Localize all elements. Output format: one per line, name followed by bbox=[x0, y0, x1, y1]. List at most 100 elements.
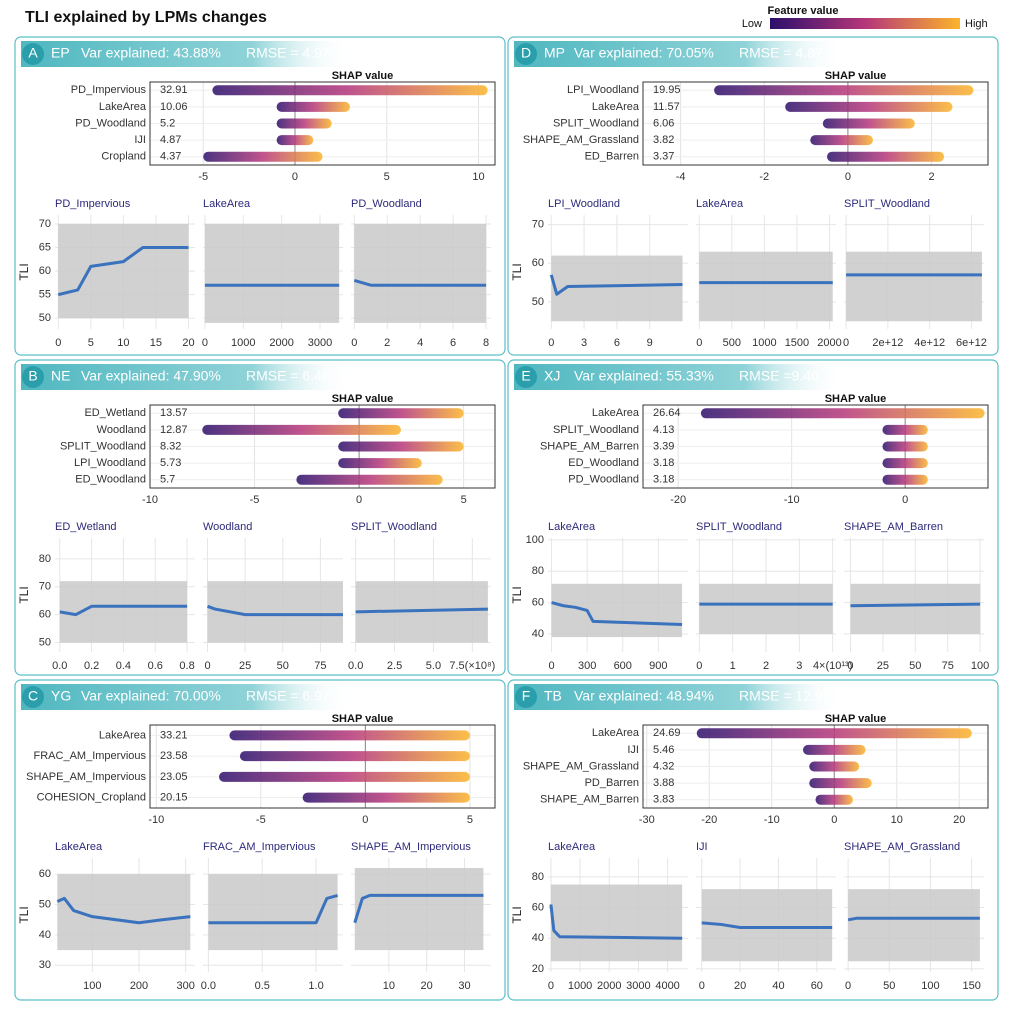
x-tick-label: 30 bbox=[458, 980, 470, 992]
feature-name: FRAC_AM_Impervious bbox=[34, 750, 147, 762]
shap-title: SHAP value bbox=[825, 70, 887, 82]
mean-curve bbox=[206, 604, 343, 617]
shap-tick-label: -5 bbox=[250, 494, 260, 506]
panel-letter: B bbox=[28, 368, 37, 384]
x-tick-label: 0.0 bbox=[52, 660, 67, 672]
x-tick-label: 3 bbox=[581, 337, 587, 349]
shap-range bbox=[202, 424, 401, 435]
shap-tick-label: 10 bbox=[472, 171, 484, 183]
feature-name: SHAPE_AM_Grassland bbox=[523, 760, 639, 772]
shap-tick-label: -20 bbox=[670, 494, 686, 506]
x-tick-label: 0 bbox=[202, 337, 208, 349]
feature-name: LakeArea bbox=[592, 727, 640, 739]
shap-tick-label: 5 bbox=[384, 171, 390, 183]
ice-band bbox=[848, 889, 980, 962]
x-tick-label: 4 bbox=[417, 337, 423, 349]
shap-tick-label: 0 bbox=[292, 171, 298, 183]
x-tick-label: 0 bbox=[699, 980, 705, 992]
var-explained: Var explained: 55.33% bbox=[574, 368, 714, 384]
ice-band bbox=[699, 583, 833, 634]
x-tick-label: 5.0 bbox=[426, 660, 441, 672]
x-tick-label: 5 bbox=[88, 337, 94, 349]
shap-range bbox=[882, 424, 928, 435]
x-tick-label: 0.8 bbox=[179, 660, 194, 672]
shap-range bbox=[803, 744, 866, 755]
y-tick-label: 60 bbox=[39, 868, 51, 880]
x-tick-label: 4000 bbox=[655, 980, 679, 992]
x-tick-label: 8 bbox=[483, 337, 489, 349]
y-axis-label: TLI bbox=[17, 586, 31, 603]
x-tick-label: 0 bbox=[845, 980, 851, 992]
var-explained: Var explained: 70.05% bbox=[574, 45, 714, 61]
x-tick-label: 3 bbox=[796, 660, 802, 672]
x-tick-label: 0.2 bbox=[84, 660, 99, 672]
x-tick-label: 3000 bbox=[308, 337, 332, 349]
x-tick-label: 9 bbox=[647, 337, 653, 349]
panel-header bbox=[514, 41, 844, 67]
var-explained: Var explained: 47.90% bbox=[81, 368, 221, 384]
x-tick-label: 100 bbox=[921, 980, 939, 992]
rmse: RMSE = 6.97 bbox=[246, 688, 330, 704]
panel-border bbox=[507, 359, 999, 676]
shap-range bbox=[809, 761, 860, 772]
shap-tick-label: 0 bbox=[902, 494, 908, 506]
ice-band bbox=[551, 255, 683, 322]
shap-tick-label: -10 bbox=[142, 494, 158, 506]
ice-band bbox=[551, 583, 683, 638]
feature-importance: 4.32 bbox=[653, 760, 674, 772]
shap-tick-label: -5 bbox=[256, 814, 266, 826]
shap-range bbox=[276, 135, 314, 146]
mean-curve bbox=[549, 274, 683, 296]
plot-title: SHAPE_AM_Barren bbox=[844, 521, 943, 533]
region: EP bbox=[51, 45, 70, 61]
y-tick-label: 50 bbox=[39, 636, 51, 648]
x-tick-label: 900 bbox=[649, 660, 667, 672]
y-tick-label: 50 bbox=[532, 296, 544, 308]
shap-range bbox=[338, 458, 422, 469]
mean-curve bbox=[551, 601, 683, 627]
y-tick-label: 50 bbox=[39, 312, 51, 324]
feature-name: LPI_Woodland bbox=[74, 457, 146, 469]
x-tick-label: 2000 bbox=[817, 337, 841, 349]
shap-tick-label: 20 bbox=[953, 814, 965, 826]
feature-importance: 19.95 bbox=[653, 84, 681, 96]
x-tick-label: 150 bbox=[962, 980, 980, 992]
plot-title: LakeArea bbox=[548, 841, 596, 853]
ice-band bbox=[850, 583, 981, 634]
shap-range bbox=[239, 751, 470, 762]
mean-curve bbox=[353, 893, 484, 924]
region: MP bbox=[544, 45, 565, 61]
y-tick-label: 80 bbox=[532, 565, 544, 577]
x-tick-label: 75 bbox=[314, 660, 326, 672]
x-tick-label: 0 bbox=[696, 660, 702, 672]
shap-tick-label: -10 bbox=[784, 494, 800, 506]
plot-title: SPLIT_Woodland bbox=[844, 198, 930, 210]
x-tick-label: 0 bbox=[55, 337, 61, 349]
rmse: RMSE = 6.48 bbox=[246, 368, 330, 384]
shap-title: SHAP value bbox=[825, 393, 887, 405]
feature-name: LakeArea bbox=[99, 101, 147, 113]
feature-importance: 3.39 bbox=[653, 440, 674, 452]
feature-name: IJI bbox=[134, 134, 146, 146]
x-tick-label: 100 bbox=[83, 980, 101, 992]
plot-title: LakeArea bbox=[548, 521, 596, 533]
feature-importance: 8.32 bbox=[160, 440, 181, 452]
legend-gradient bbox=[770, 18, 960, 29]
x-tick-label: 1000 bbox=[231, 337, 255, 349]
plot-title: SHAPE_AM_Impervious bbox=[351, 841, 471, 853]
feature-importance: 5.7 bbox=[160, 474, 175, 486]
feature-name: ED_Woodland bbox=[568, 457, 639, 469]
rmse: RMSE = 12.99 bbox=[739, 688, 831, 704]
rmse: RMSE = 4.97 bbox=[246, 45, 330, 61]
panel-header bbox=[514, 684, 844, 710]
x-tick-label: 10 bbox=[117, 337, 129, 349]
shap-frame bbox=[149, 724, 496, 809]
x-tick-label: 100 bbox=[971, 660, 989, 672]
var-explained: Var explained: 43.88% bbox=[81, 45, 221, 61]
shap-range bbox=[815, 794, 853, 805]
ice-band bbox=[354, 868, 484, 951]
shap-range bbox=[696, 728, 972, 739]
var-explained: Var explained: 48.94% bbox=[574, 688, 714, 704]
feature-importance: 3.18 bbox=[653, 474, 674, 486]
